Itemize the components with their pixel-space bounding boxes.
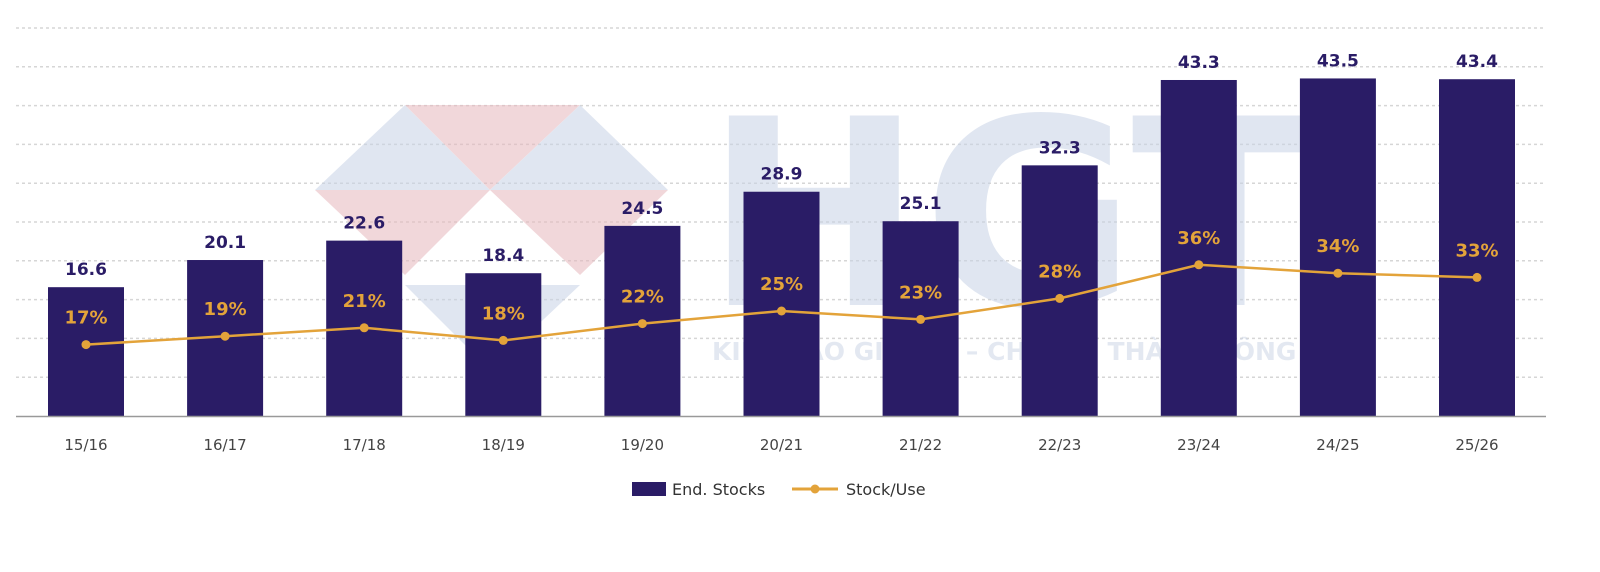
line-point bbox=[81, 340, 91, 350]
line-point bbox=[1333, 268, 1343, 278]
bar-value-label: 16.6 bbox=[65, 260, 107, 280]
bar bbox=[1439, 79, 1515, 416]
line-point bbox=[637, 319, 647, 329]
line-value-label: 22% bbox=[621, 287, 664, 308]
line-value-label: 28% bbox=[1038, 261, 1081, 282]
legend-swatch-end-stocks bbox=[632, 482, 666, 496]
x-tick-label: 16/17 bbox=[203, 436, 246, 454]
bar-value-label: 43.3 bbox=[1178, 53, 1220, 73]
line-value-label: 33% bbox=[1455, 240, 1498, 261]
x-tick-label: 20/21 bbox=[760, 436, 803, 454]
line-value-label: 19% bbox=[204, 299, 247, 320]
line-point bbox=[1194, 260, 1204, 270]
bar-value-label: 22.6 bbox=[343, 214, 385, 234]
x-tick-label: 21/22 bbox=[899, 436, 942, 454]
bar-value-label: 28.9 bbox=[761, 165, 803, 185]
bar-value-label: 43.4 bbox=[1456, 52, 1498, 72]
x-tick-label: 15/16 bbox=[64, 436, 107, 454]
x-tick-label: 22/23 bbox=[1038, 436, 1081, 454]
bar bbox=[1021, 165, 1098, 416]
labels: 16.6 15/16 20.1 16/17 22.6 17/18 18.4 18/19 24.5… bbox=[64, 51, 1498, 454]
legend-label-stock-use: Stock/Use bbox=[846, 480, 926, 499]
line-value-label: 34% bbox=[1316, 236, 1359, 257]
line-value-label: 18% bbox=[482, 303, 525, 324]
bar-value-label: 43.5 bbox=[1317, 51, 1359, 71]
x-tick-label: 17/18 bbox=[343, 436, 386, 454]
bar bbox=[743, 191, 820, 416]
x-tick-label: 23/24 bbox=[1177, 436, 1220, 454]
bar-value-label: 18.4 bbox=[482, 246, 524, 266]
line-value-label: 17% bbox=[64, 308, 107, 329]
legend-label-end-stocks: End. Stocks bbox=[672, 480, 765, 499]
x-tick-label: 18/19 bbox=[482, 436, 525, 454]
bar bbox=[1299, 78, 1376, 416]
bar-value-label: 24.5 bbox=[621, 199, 663, 219]
legend: End. Stocks Stock/Use bbox=[632, 480, 926, 499]
line-point bbox=[916, 314, 926, 324]
stock-use-line bbox=[81, 260, 1482, 350]
line-value-label: 21% bbox=[343, 291, 386, 312]
bar bbox=[1160, 79, 1237, 416]
line-point bbox=[1055, 293, 1065, 303]
bar-value-label: 20.1 bbox=[204, 233, 246, 253]
bar-value-label: 25.1 bbox=[900, 194, 942, 214]
bars bbox=[48, 78, 1515, 416]
line-value-label: 25% bbox=[760, 274, 803, 295]
line-point bbox=[777, 306, 786, 316]
x-tick-label: 25/26 bbox=[1455, 436, 1498, 454]
line-value-label: 23% bbox=[899, 282, 942, 303]
line-point bbox=[359, 323, 369, 333]
line-point bbox=[220, 331, 230, 341]
bar-value-label: 32.3 bbox=[1039, 138, 1081, 158]
x-tick-label: 24/25 bbox=[1316, 436, 1359, 454]
x-tick-label: 19/20 bbox=[621, 436, 664, 454]
bar bbox=[48, 287, 124, 416]
line-value-label: 36% bbox=[1177, 228, 1220, 249]
line-point bbox=[1472, 272, 1482, 282]
line-point bbox=[498, 335, 508, 345]
